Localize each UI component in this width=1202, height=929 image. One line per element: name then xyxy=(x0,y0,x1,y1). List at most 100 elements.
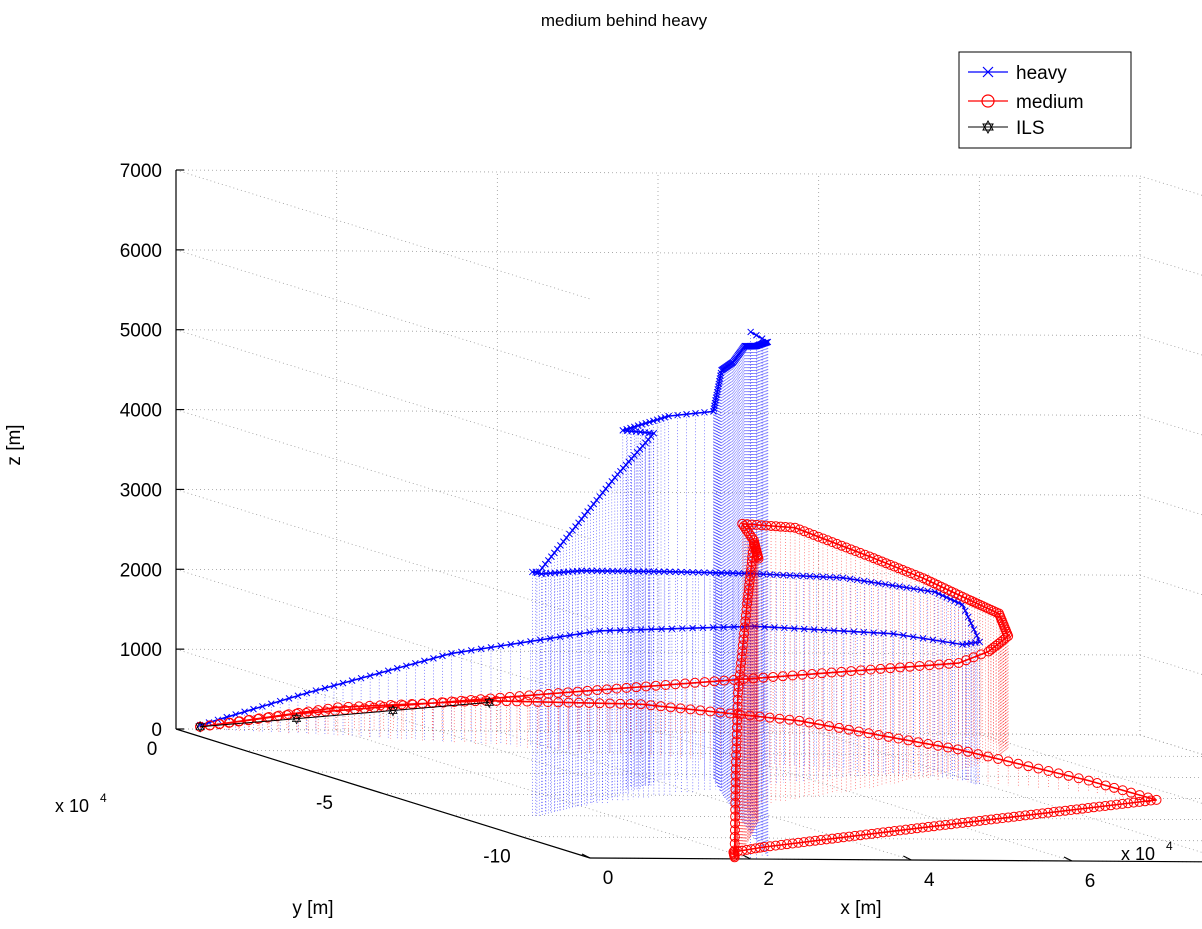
data-point xyxy=(1037,808,1048,819)
data-point xyxy=(741,604,752,615)
data-point xyxy=(758,335,766,342)
data-point xyxy=(421,657,428,665)
data-point xyxy=(635,699,646,710)
grid-line xyxy=(175,648,591,779)
data-point xyxy=(758,672,769,683)
data-point xyxy=(730,757,741,768)
data-point xyxy=(787,670,798,681)
data-point xyxy=(546,634,554,642)
data-point xyxy=(951,818,962,829)
data-point xyxy=(731,743,742,754)
data-point xyxy=(348,677,356,685)
data-point xyxy=(832,832,843,843)
data-point xyxy=(787,838,798,849)
data-point xyxy=(504,691,515,702)
data-point xyxy=(1020,810,1031,821)
y-axis-line xyxy=(175,728,591,859)
data-point xyxy=(730,804,741,815)
data-point xyxy=(699,624,707,632)
data-point xyxy=(883,731,894,742)
data-point xyxy=(917,586,925,594)
data-point xyxy=(695,569,702,576)
z-tick-label: 0 xyxy=(151,720,162,741)
data-point xyxy=(942,742,953,753)
data-point xyxy=(712,397,719,404)
data-point xyxy=(1043,807,1054,818)
data-point xyxy=(850,546,861,557)
data-point xyxy=(578,515,585,523)
data-point xyxy=(527,638,534,645)
data-point xyxy=(477,645,485,653)
data-point xyxy=(544,557,552,564)
data-point xyxy=(619,567,627,575)
data-point xyxy=(863,728,874,739)
data-point xyxy=(709,624,717,631)
data-point xyxy=(710,405,718,412)
data-point xyxy=(974,815,985,826)
data-point xyxy=(896,583,903,590)
data-point xyxy=(303,706,314,717)
data-point xyxy=(1105,800,1116,811)
data-point xyxy=(961,607,969,615)
data-point xyxy=(608,478,616,485)
data-point xyxy=(923,738,934,749)
x-tick xyxy=(581,853,591,859)
data-point xyxy=(638,421,646,428)
data-point xyxy=(1014,811,1025,822)
data-point xyxy=(730,784,741,795)
data-point xyxy=(584,508,591,515)
data-point xyxy=(893,733,904,744)
series-line xyxy=(200,701,490,728)
data-point xyxy=(487,644,495,651)
data-point xyxy=(364,700,375,711)
data-point xyxy=(557,541,564,549)
data-point xyxy=(605,481,613,489)
data-point xyxy=(700,569,708,576)
data-point xyxy=(864,551,875,562)
data-point xyxy=(294,692,302,700)
data-point xyxy=(876,556,887,567)
data-point xyxy=(748,673,759,684)
data-point xyxy=(713,391,721,399)
data-point xyxy=(1145,795,1156,806)
data-point xyxy=(1151,794,1162,805)
data-point xyxy=(655,701,666,712)
data-point xyxy=(779,571,787,579)
data-point xyxy=(660,679,671,690)
legend-item-heavy: heavy xyxy=(968,63,1067,84)
data-point xyxy=(640,568,647,575)
data-point xyxy=(949,639,956,647)
data-point xyxy=(312,687,320,694)
data-point xyxy=(855,830,866,841)
data-point xyxy=(584,698,595,709)
data-point xyxy=(744,710,755,721)
data-point xyxy=(738,634,749,645)
data-point xyxy=(910,585,918,593)
data-point xyxy=(553,688,564,699)
data-point xyxy=(1094,801,1105,812)
data-point xyxy=(470,696,481,707)
data-point xyxy=(635,568,642,575)
data-point xyxy=(931,588,939,596)
z-axis-label: z [m] xyxy=(4,424,25,465)
data-point xyxy=(839,574,847,582)
data-point xyxy=(770,521,781,532)
data-point xyxy=(402,662,410,670)
x-tick-label: 6 xyxy=(1085,871,1096,892)
data-point xyxy=(543,688,554,699)
z-tick-label: 3000 xyxy=(120,480,162,501)
data-point xyxy=(715,707,726,718)
data-point xyxy=(624,567,632,575)
data-point xyxy=(430,655,437,662)
data-point xyxy=(375,669,383,677)
data-point xyxy=(985,644,996,655)
data-point xyxy=(641,681,652,692)
data-point xyxy=(794,715,805,726)
data-point xyxy=(692,409,699,417)
data-point xyxy=(1111,799,1122,810)
data-point xyxy=(711,402,718,410)
data-point xyxy=(844,831,855,842)
data-point xyxy=(716,375,724,382)
data-point xyxy=(773,571,781,579)
data-point xyxy=(870,629,878,637)
